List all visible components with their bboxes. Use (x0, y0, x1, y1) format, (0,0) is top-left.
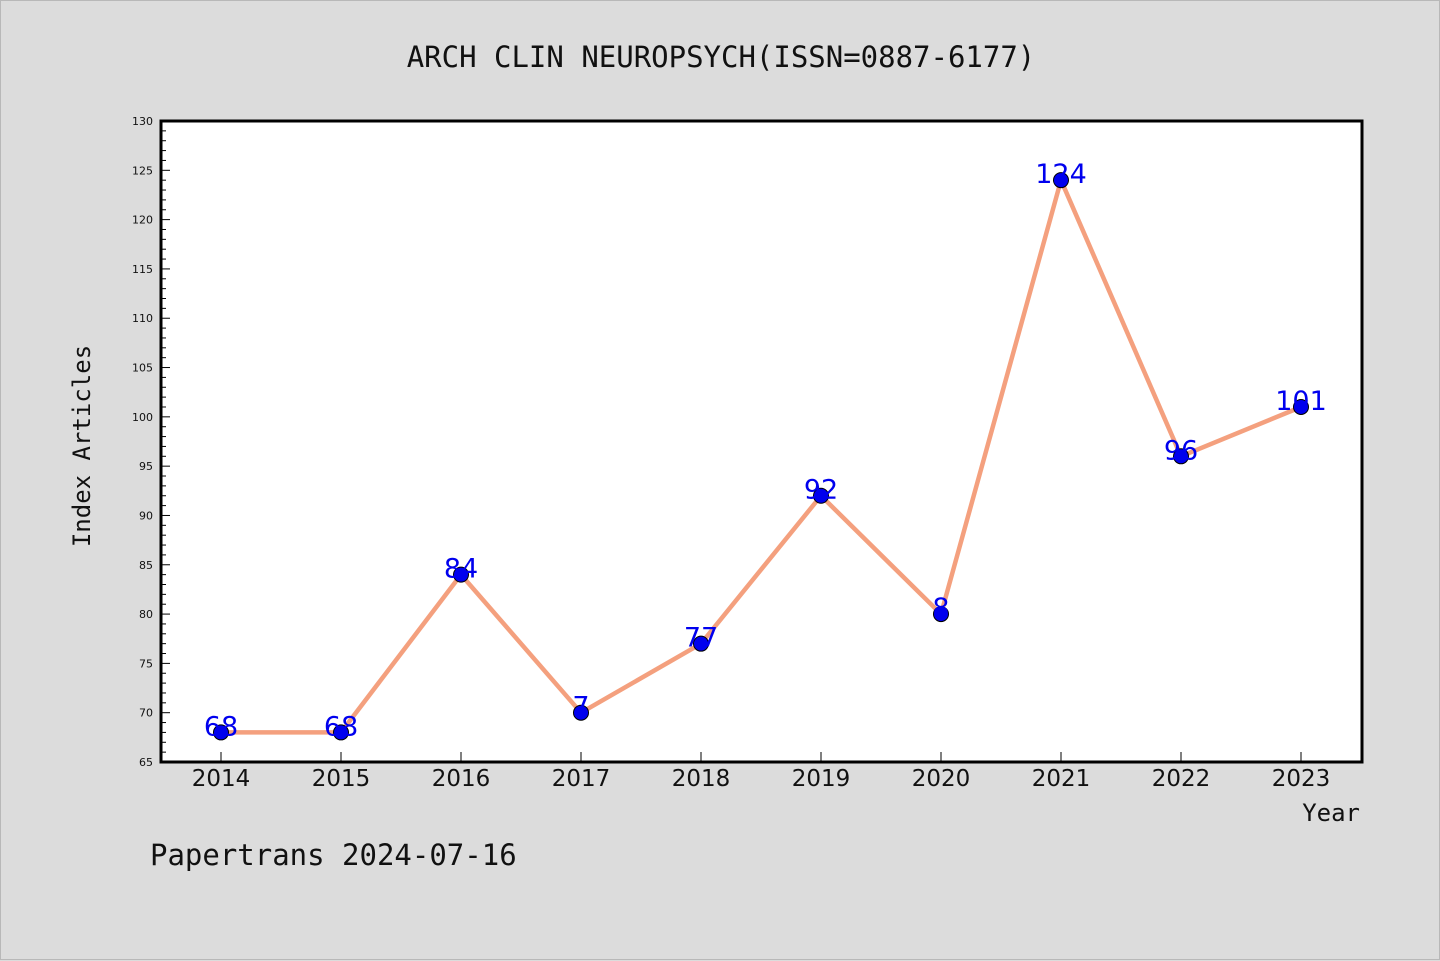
data-point (333, 724, 349, 741)
data-label: 68 (204, 711, 238, 742)
x-tick-label: 2022 (1152, 766, 1211, 792)
footer-text: Papertrans 2024-07-16 (150, 838, 517, 872)
x-tick-label: 2019 (792, 766, 851, 792)
data-point (1293, 398, 1309, 415)
y-axis-label: Index Articles (68, 345, 96, 547)
marker-layer (213, 172, 1309, 741)
y-tick-label: 130 (132, 115, 153, 128)
data-label: 101 (1275, 386, 1327, 417)
y-tick-label: 125 (132, 164, 153, 177)
data-point (693, 635, 709, 652)
y-tick-label: 115 (132, 263, 153, 276)
data-point (573, 704, 589, 721)
y-tick-label: 80 (139, 608, 153, 621)
data-point (1053, 172, 1069, 189)
x-tick-label: 2018 (672, 766, 731, 792)
y-tick-label: 95 (139, 460, 153, 473)
data-label: 8 (932, 593, 949, 624)
y-tick-label: 110 (132, 312, 153, 325)
y-tick-label: 90 (139, 509, 153, 522)
data-point (453, 566, 469, 583)
y-tick-label: 65 (139, 756, 153, 769)
x-tick-label: 2015 (312, 766, 371, 792)
data-point (933, 606, 949, 623)
x-axis: 2014 2015 2016 2017 2018 2019 2020 2021 2022 2023 (192, 752, 1331, 792)
x-tick-label: 2021 (1032, 766, 1091, 792)
x-axis-label: Year (1302, 799, 1360, 827)
series-line (218, 177, 1304, 735)
x-tick-label: 2023 (1272, 766, 1331, 792)
x-tick-label: 2020 (912, 766, 971, 792)
data-point (813, 487, 829, 504)
x-tick-label: 2016 (432, 766, 491, 792)
data-label: 124 (1035, 159, 1087, 190)
y-tick-label: 100 (132, 411, 153, 424)
data-label: 92 (804, 475, 838, 506)
data-label: 68 (324, 711, 358, 742)
data-point (213, 724, 229, 741)
y-tick-label: 120 (132, 214, 153, 227)
y-tick-label: 105 (132, 362, 153, 375)
data-label: 77 (684, 623, 718, 654)
chart-title: ARCH CLIN NEUROPSYCH(ISSN=0887-6177) (407, 40, 1036, 74)
data-label: 96 (1164, 435, 1198, 466)
x-tick-label: 2014 (192, 766, 251, 792)
plot-area (159, 119, 1364, 764)
data-point (1173, 448, 1189, 465)
y-axis: 65 70 75 80 85 90 95 100 105 110 115 120 125 130 (132, 115, 170, 769)
x-tick-label: 2017 (552, 766, 611, 792)
y-tick-label: 85 (139, 559, 153, 572)
y-tick-label: 75 (139, 657, 153, 670)
data-label: 7 (572, 692, 589, 723)
series-line-layer (218, 177, 1304, 735)
y-tick-label: 70 (139, 707, 153, 720)
data-label: 84 (444, 554, 478, 585)
